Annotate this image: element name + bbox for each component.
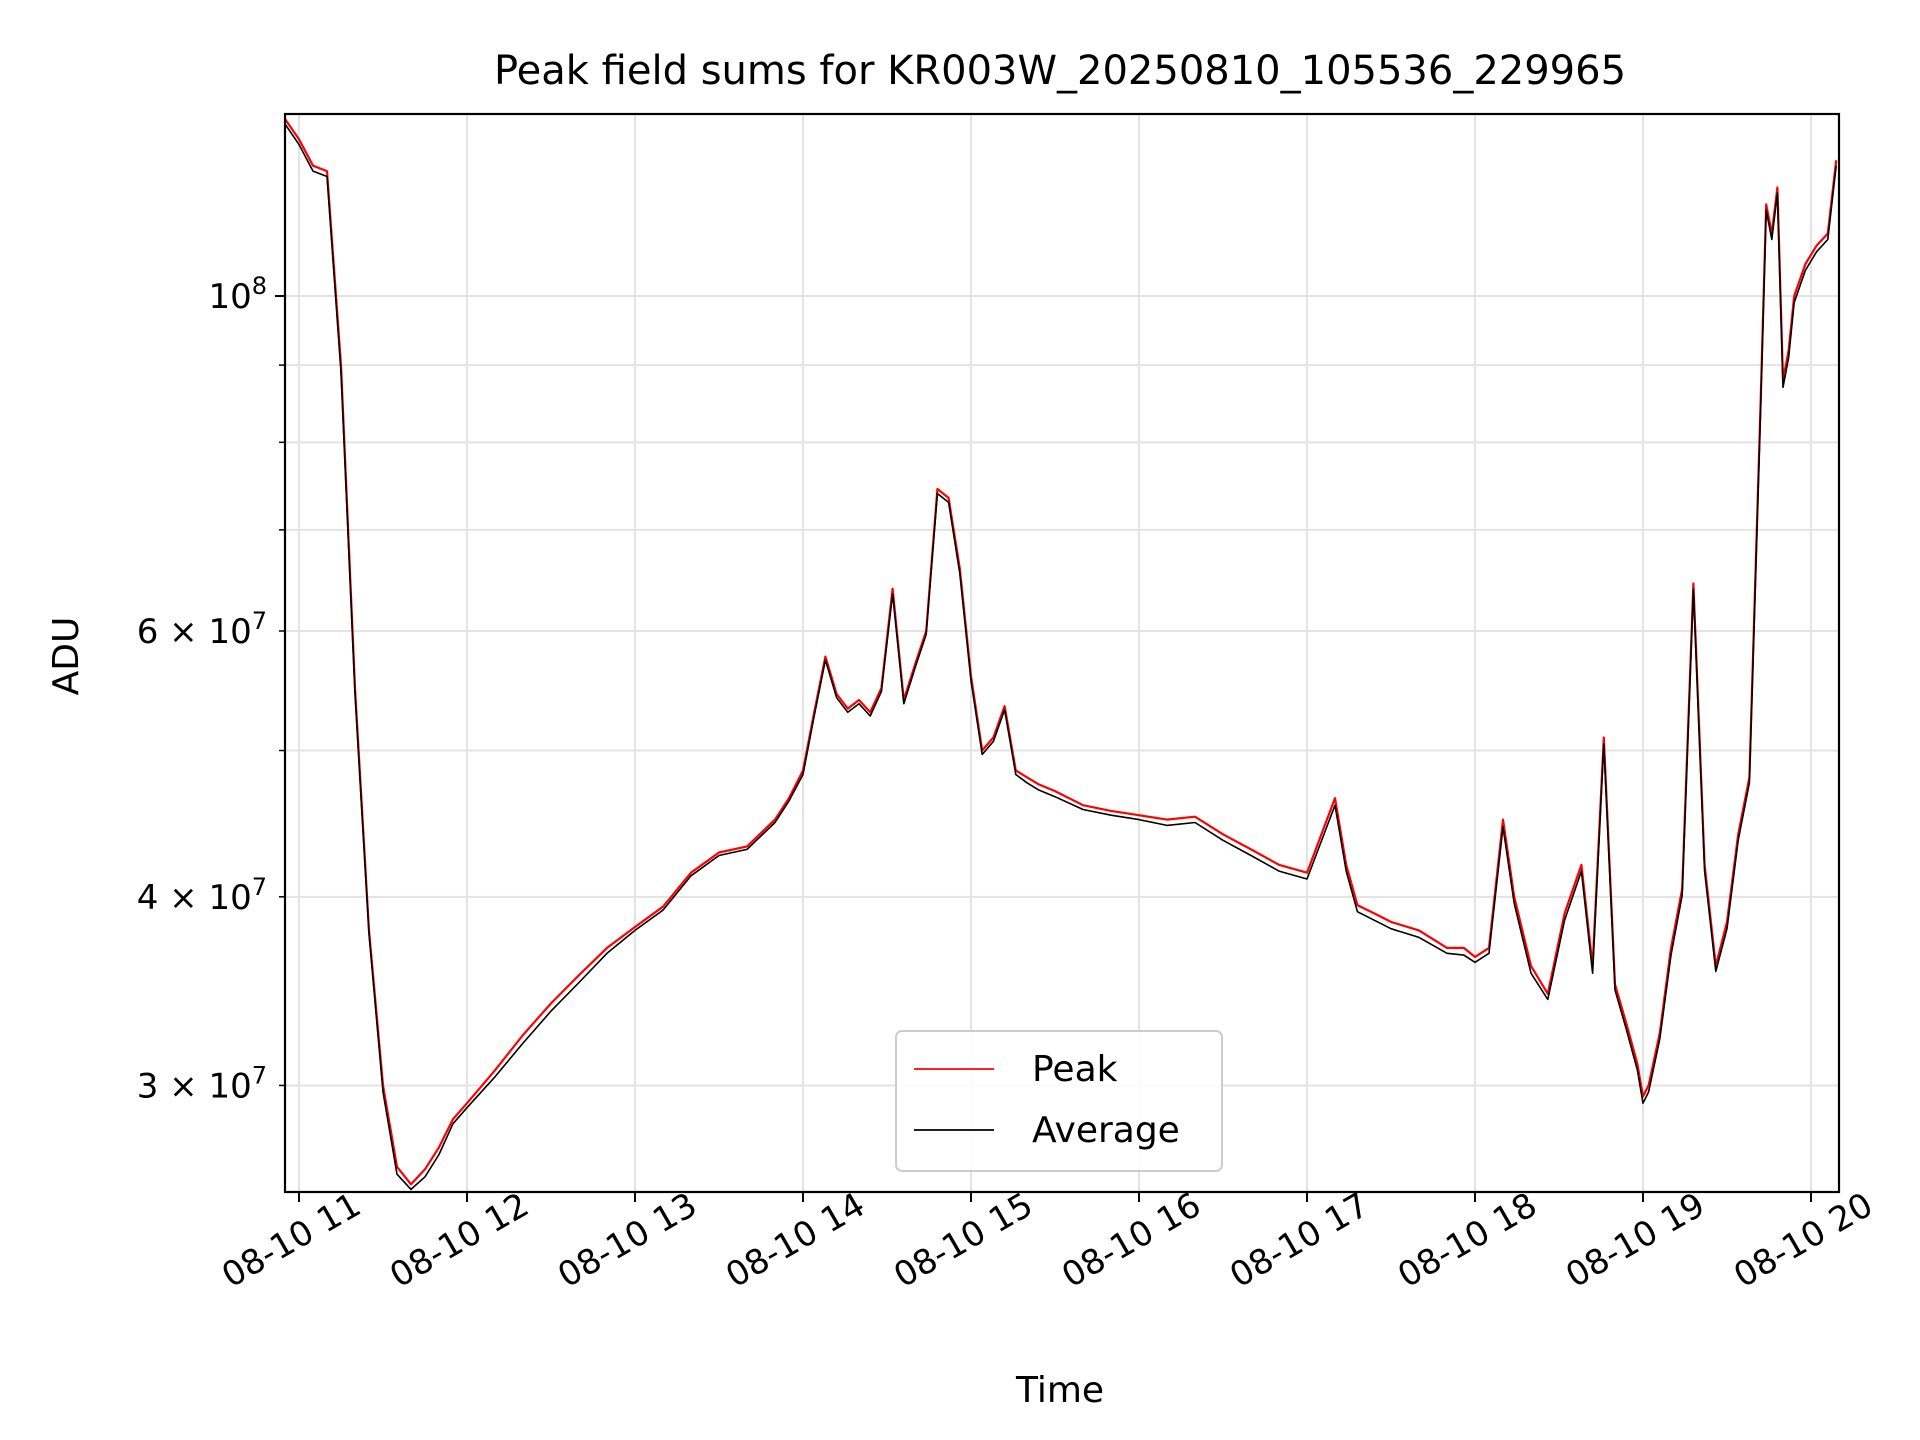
legend-label-peak: Peak: [1032, 1049, 1118, 1090]
chart-title: Peak field sums for KR003W_20250810_1055…: [494, 48, 1626, 94]
legend: Peak Average: [895, 1030, 1223, 1172]
series-layer: [284, 118, 1838, 1191]
y-axis-label: ADU: [46, 617, 87, 696]
legend-box: [895, 1030, 1223, 1172]
y-tick-label: 108: [208, 272, 267, 317]
series-line-average: [284, 123, 1837, 1191]
plot-frame: [283, 112, 1841, 1194]
y-tick-label: 6 × 107: [137, 607, 267, 652]
x-axis-label: Time: [1015, 1370, 1104, 1411]
legend-label-average: Average: [1032, 1110, 1180, 1151]
y-tick-label: 3 × 107: [137, 1061, 267, 1106]
y-tick-label: 4 × 107: [137, 873, 267, 918]
